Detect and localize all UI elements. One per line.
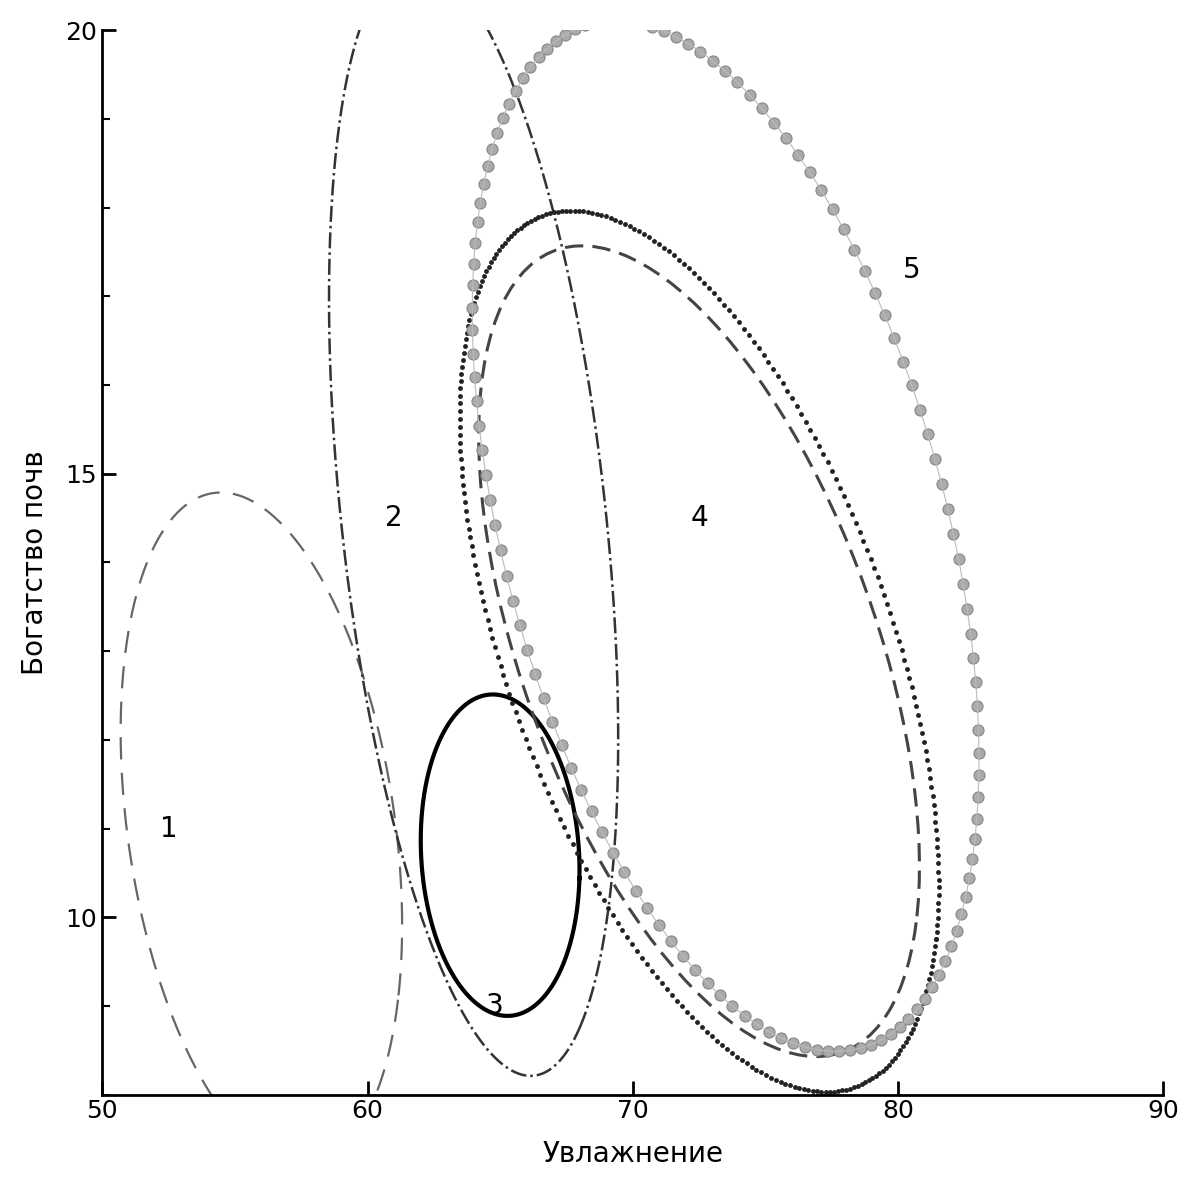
Text: 3: 3 [486, 992, 504, 1020]
Text: 1: 1 [160, 814, 178, 843]
Text: 4: 4 [690, 504, 708, 533]
Text: 5: 5 [902, 256, 920, 284]
Text: 2: 2 [385, 504, 403, 533]
Y-axis label: Богатство почв: Богатство почв [20, 451, 49, 675]
X-axis label: Увлажнение: Увлажнение [542, 1140, 724, 1168]
